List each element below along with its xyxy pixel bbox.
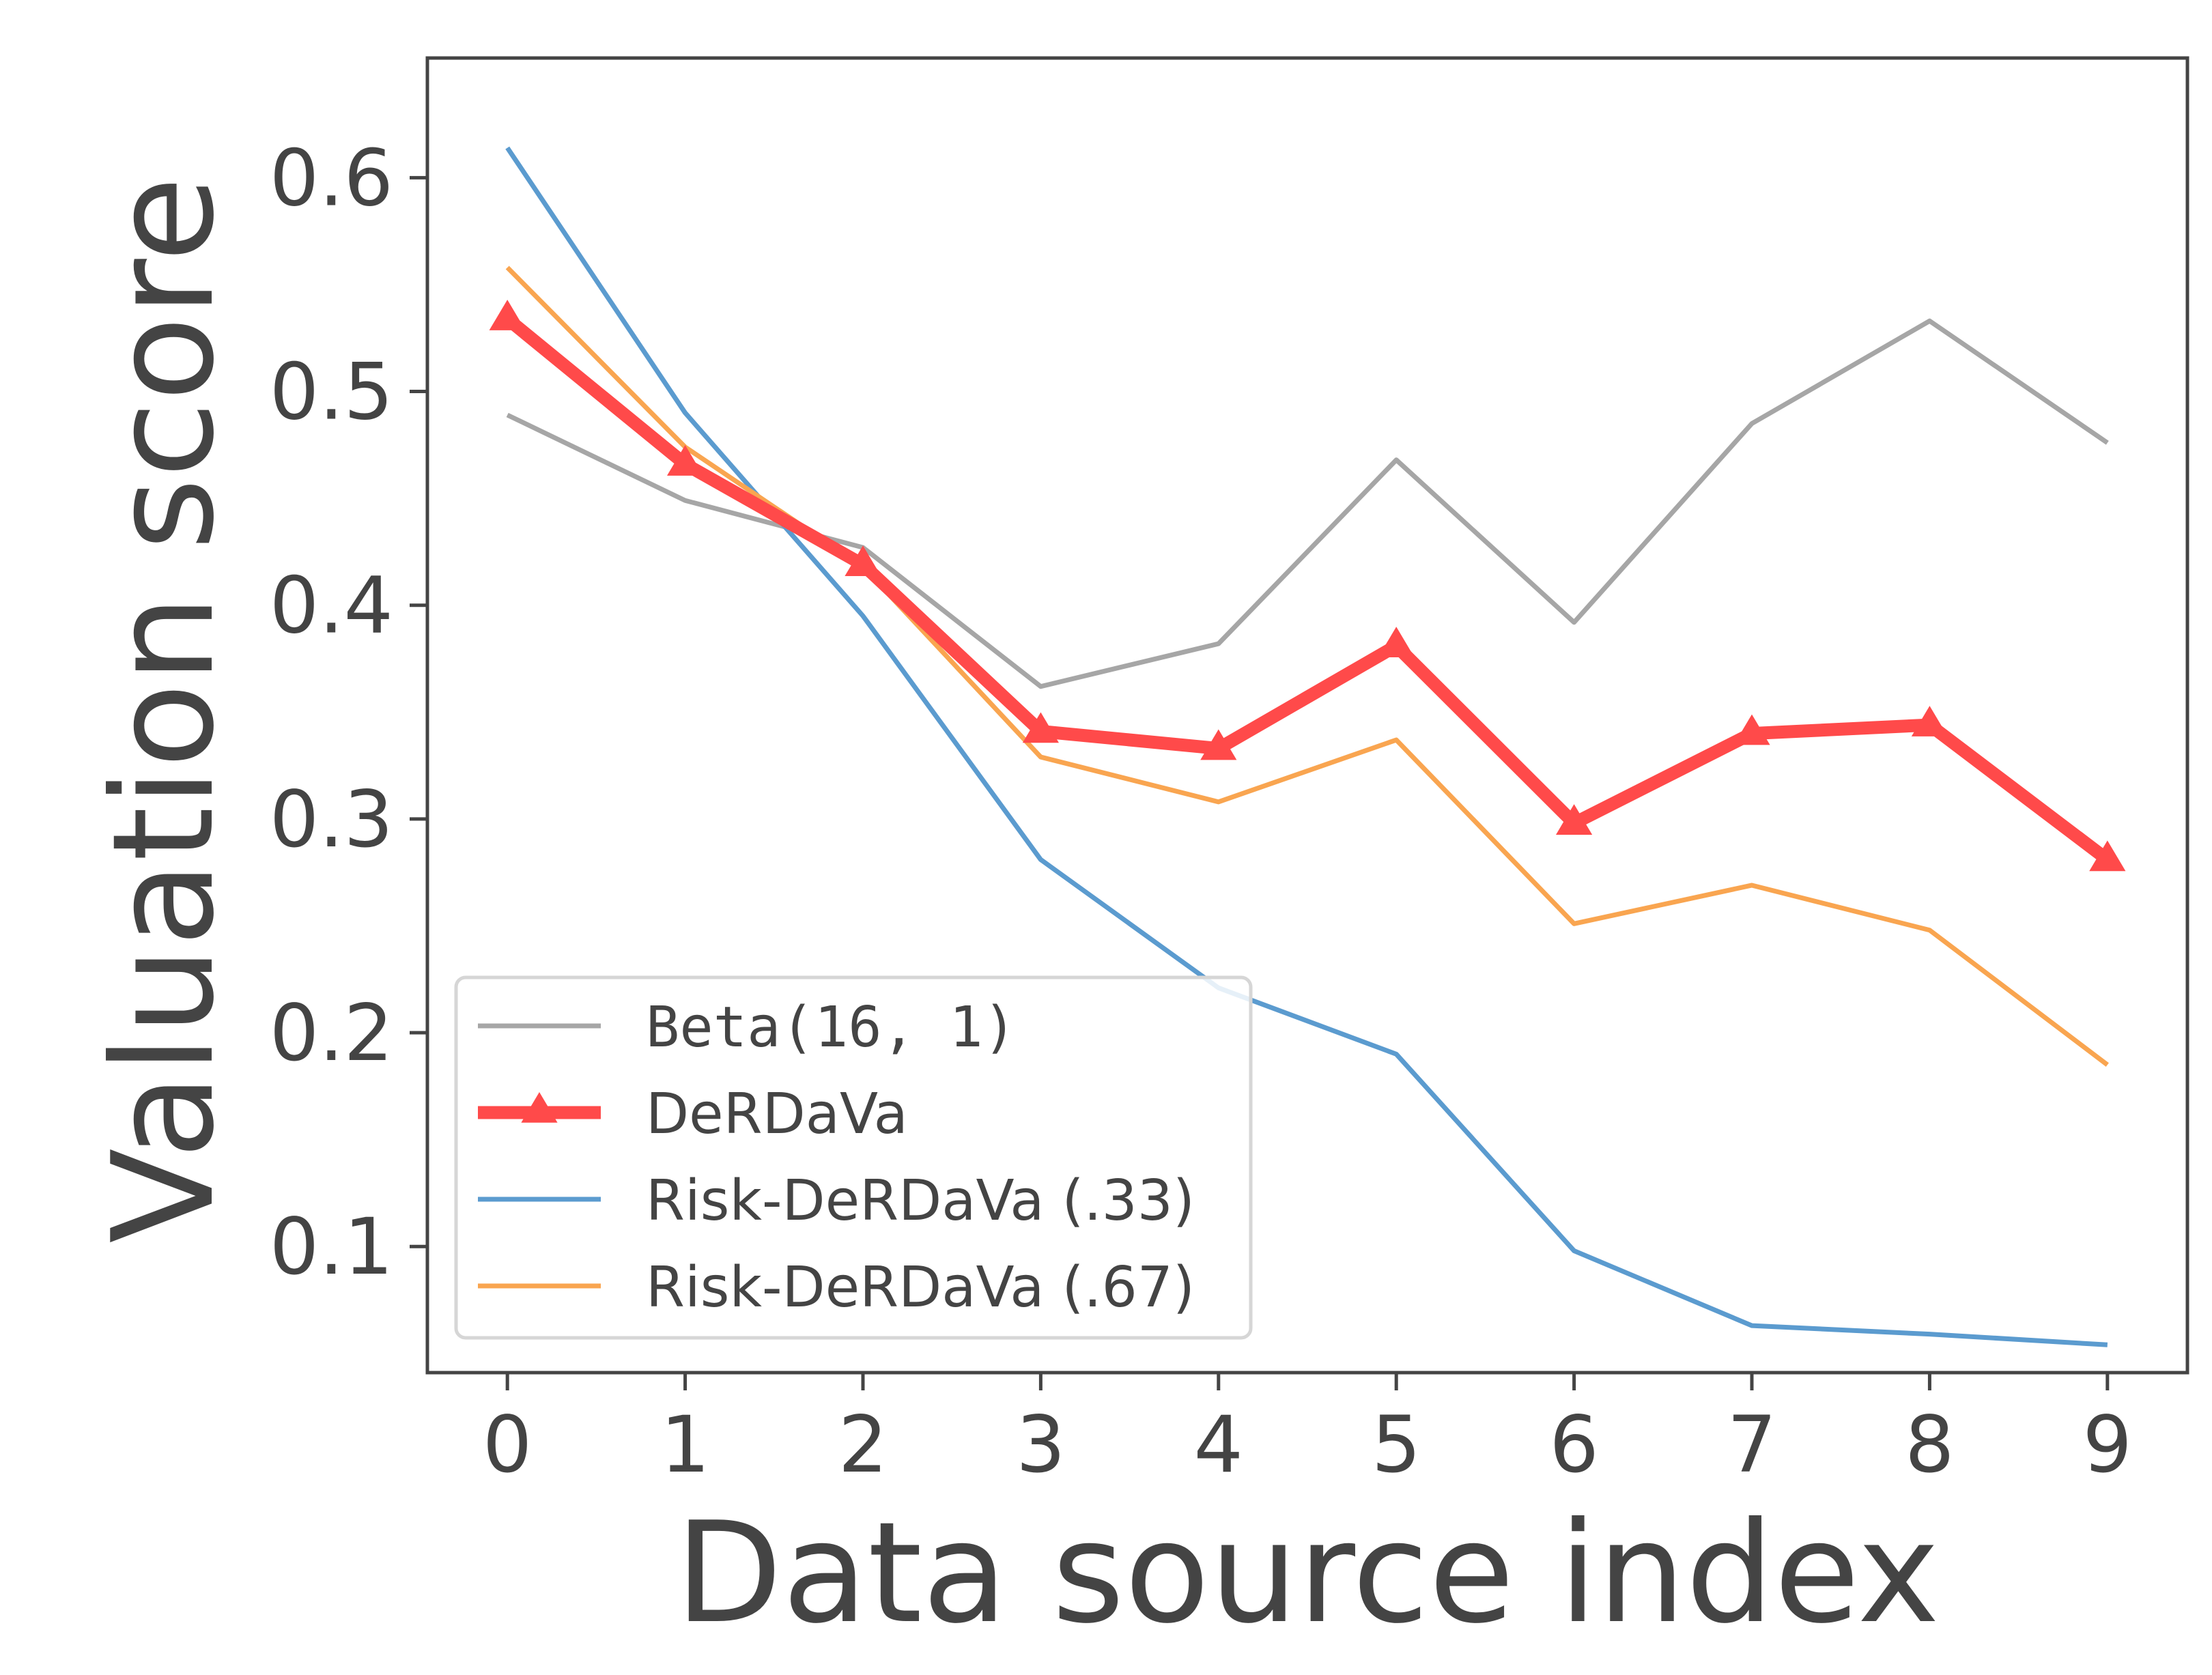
x-axis-title: Data source index bbox=[675, 1493, 1940, 1655]
series-line-3 bbox=[505, 266, 2109, 1067]
data-point-marker bbox=[1022, 712, 1059, 743]
y-tick-label: 0.2 bbox=[270, 988, 393, 1078]
x-tick-label: 1 bbox=[660, 1399, 710, 1490]
y-tick-label: 0.5 bbox=[270, 347, 393, 438]
x-tick-label: 2 bbox=[838, 1399, 888, 1490]
data-point-marker bbox=[1200, 729, 1237, 760]
legend-label: Risk-DeRDaVa (.33) bbox=[646, 1169, 1195, 1233]
plot-frame bbox=[425, 56, 2189, 1375]
y-tick-label: 0.6 bbox=[270, 132, 393, 223]
y-tick-label: 0.1 bbox=[270, 1201, 393, 1292]
x-axis: 0 1 2 3 4 5 6 7 8 9 bbox=[483, 1373, 2132, 1490]
y-tick-label: 0.3 bbox=[270, 774, 393, 865]
series-line-1 bbox=[503, 313, 2112, 865]
plot-lines bbox=[489, 146, 2126, 1347]
series-line-0 bbox=[506, 318, 2109, 689]
data-point-marker bbox=[666, 445, 704, 476]
x-tick-label: 3 bbox=[1016, 1399, 1066, 1490]
y-axis-title: Valuation score bbox=[83, 176, 245, 1243]
data-point-marker bbox=[489, 300, 526, 330]
x-tick-label: 0 bbox=[483, 1399, 533, 1490]
x-tick-label: 9 bbox=[2083, 1399, 2133, 1490]
x-tick-label: 8 bbox=[1905, 1399, 1955, 1490]
x-tick-label: 5 bbox=[1372, 1399, 1421, 1490]
data-point-marker bbox=[1733, 714, 1770, 745]
data-point-marker bbox=[845, 545, 881, 577]
legend-box bbox=[454, 975, 1253, 1340]
legend-label: Beta(16, 1) bbox=[646, 995, 1017, 1060]
y-axis: 0.1 0.2 0.3 0.4 0.5 0.6 bbox=[270, 132, 427, 1292]
legend-label: DeRDaVa bbox=[646, 1082, 908, 1147]
data-point-marker bbox=[1911, 706, 1948, 736]
data-point-marker bbox=[2089, 840, 2126, 872]
data-point-marker bbox=[1556, 804, 1593, 835]
legend: Beta(16, 1) DeRDaVa Risk-DeRDaVa (.33) Risk… bbox=[454, 975, 1253, 1340]
legend-marker bbox=[521, 1092, 558, 1123]
legend-label: Risk-DeRDaVa (.67) bbox=[646, 1255, 1195, 1320]
x-tick-label: 6 bbox=[1549, 1399, 1599, 1490]
data-point-marker bbox=[1378, 627, 1415, 658]
y-tick-label: 0.4 bbox=[270, 560, 393, 651]
x-tick-label: 4 bbox=[1194, 1399, 1244, 1490]
x-tick-label: 7 bbox=[1727, 1399, 1777, 1490]
